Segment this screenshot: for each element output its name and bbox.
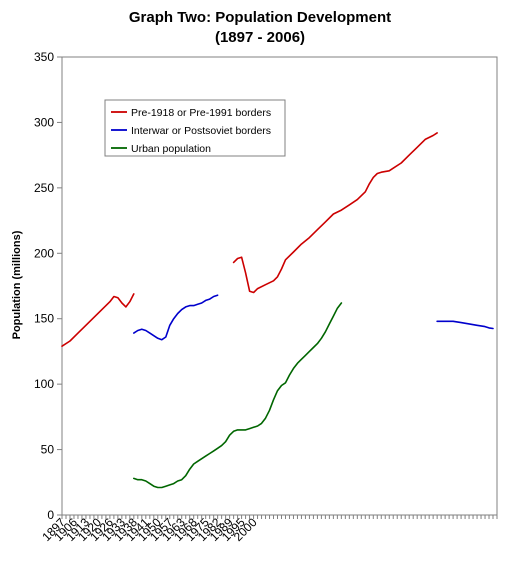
legend-entry: Interwar or Postsoviet borders: [131, 125, 271, 137]
series-line-2: [436, 320, 494, 330]
series-line-3: [133, 302, 343, 489]
y-tick-label: 50: [41, 443, 55, 457]
chart-subtitle: (1897 - 2006): [215, 29, 305, 46]
y-tick-label: 200: [34, 246, 54, 260]
y-tick-label: 250: [34, 181, 54, 195]
legend-box: [104, 99, 286, 157]
y-axis-ticks: 0 50 100 150 200 250 300 350: [34, 50, 62, 522]
y-tick-label: 150: [34, 312, 54, 326]
y-tick-label: 300: [34, 115, 54, 129]
y-tick-label: 100: [34, 377, 54, 391]
y-tick-label: 350: [34, 50, 54, 64]
series-line-1: [61, 293, 135, 348]
y-axis-label: Population (millions): [11, 230, 23, 339]
legend-entry: Pre-1918 or Pre-1991 borders: [131, 107, 271, 119]
series-line-1: [232, 132, 438, 294]
series-lines: [61, 132, 494, 489]
legend-entry: Urban population: [131, 143, 211, 155]
y-tick-label: 0: [47, 508, 54, 522]
x-axis-ticks: 1897190619131920192619331938194119501957…: [39, 515, 498, 544]
series-line-2: [133, 294, 219, 341]
legend: Pre-1918 or Pre-1991 borders Interwar or …: [104, 99, 286, 157]
chart-title: Graph Two: Population Development: [129, 9, 391, 26]
